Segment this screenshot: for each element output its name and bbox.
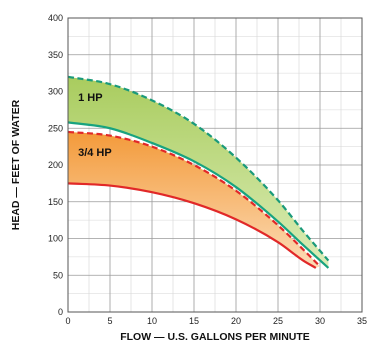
y-axis-title: HEAD — FEET OF WATER <box>10 99 22 230</box>
series-lines <box>67 75 330 269</box>
series-label-1hp: 1 HP <box>78 92 102 104</box>
x-tick-label: 10 <box>147 316 157 326</box>
band-1-upper-line <box>67 130 321 268</box>
x-tick-label: 25 <box>273 316 283 326</box>
x-tick-label: 0 <box>65 316 70 326</box>
y-tick-label: 50 <box>53 270 63 280</box>
y-tick-label: 400 <box>48 13 63 23</box>
band-1-lower-line <box>67 182 317 269</box>
x-tick-label: 15 <box>189 316 199 326</box>
band-area-0 <box>68 76 329 268</box>
y-tick-label: 150 <box>48 197 63 207</box>
band-area-1 <box>68 131 320 268</box>
x-tick-label: 5 <box>107 316 112 326</box>
y-tick-label: 350 <box>48 50 63 60</box>
y-tick-label: 300 <box>48 87 63 97</box>
y-tick-label: 0 <box>58 307 63 317</box>
x-tick-label: 30 <box>315 316 325 326</box>
y-tick-label: 200 <box>48 160 63 170</box>
y-tick-label: 100 <box>48 234 63 244</box>
x-tick-label: 35 <box>357 316 367 326</box>
y-tick-label: 250 <box>48 123 63 133</box>
band-areas <box>68 76 329 268</box>
band-0-lower-line <box>67 121 330 269</box>
x-tick-label: 20 <box>231 316 241 326</box>
plot-frame <box>67 17 363 313</box>
series-label-3-4hp: 3/4 HP <box>78 147 112 159</box>
band-0-upper-line <box>67 75 330 262</box>
x-axis-title: FLOW — U.S. GALLONS PER MINUTE <box>120 331 310 343</box>
